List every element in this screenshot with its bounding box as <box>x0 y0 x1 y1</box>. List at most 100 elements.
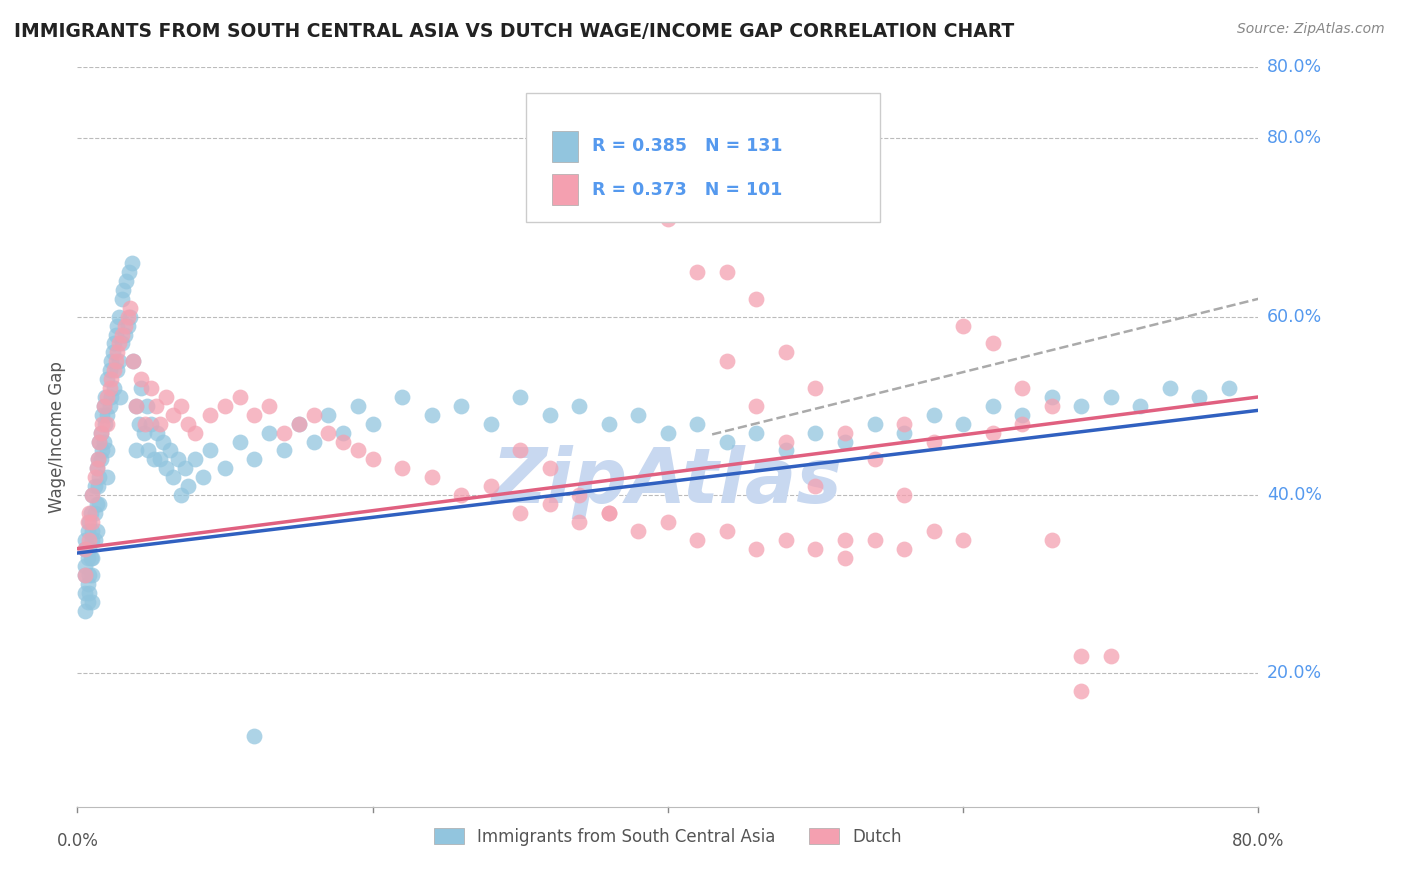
Point <box>96 443 118 458</box>
Point <box>273 425 295 440</box>
Point <box>259 399 281 413</box>
Point <box>162 470 184 484</box>
Point <box>716 265 738 279</box>
Point <box>120 301 142 315</box>
Point <box>981 425 1004 440</box>
Point <box>1011 381 1033 395</box>
Point <box>79 550 101 565</box>
Point <box>77 568 100 582</box>
Point <box>141 417 163 431</box>
Point <box>200 408 222 422</box>
Point <box>105 345 128 359</box>
Bar <box>553 130 578 161</box>
Bar <box>553 174 578 205</box>
Point <box>214 461 236 475</box>
Text: 80.0%: 80.0% <box>1267 58 1322 76</box>
Point <box>73 604 96 618</box>
Point <box>391 461 413 475</box>
Point <box>302 434 325 449</box>
Point <box>128 417 150 431</box>
Point <box>93 399 115 413</box>
Point <box>90 425 112 440</box>
Point <box>302 408 325 422</box>
Point <box>804 479 827 493</box>
Point <box>1011 408 1033 422</box>
Point <box>73 541 96 556</box>
Point <box>834 434 856 449</box>
Point <box>479 417 502 431</box>
Point <box>73 568 96 582</box>
Point <box>79 506 101 520</box>
Point <box>111 336 132 351</box>
Point <box>627 524 650 538</box>
Point <box>103 363 125 377</box>
Text: Source: ZipAtlas.com: Source: ZipAtlas.com <box>1237 22 1385 37</box>
Point <box>103 381 125 395</box>
Point <box>775 533 797 547</box>
Point <box>627 408 650 422</box>
Text: R = 0.373   N = 101: R = 0.373 N = 101 <box>592 181 783 199</box>
Point <box>100 390 122 404</box>
Point <box>745 425 768 440</box>
Point <box>117 318 139 333</box>
Point <box>863 452 886 467</box>
Point <box>981 336 1004 351</box>
Text: ZipAtlas: ZipAtlas <box>492 444 844 518</box>
Point <box>568 399 591 413</box>
Point <box>96 408 118 422</box>
Point <box>745 292 768 306</box>
Point <box>91 443 114 458</box>
Point <box>145 399 167 413</box>
Point <box>82 550 104 565</box>
Point <box>84 533 107 547</box>
Point <box>94 390 117 404</box>
Point <box>90 425 112 440</box>
Point <box>1099 390 1122 404</box>
Point <box>100 354 122 368</box>
Point <box>893 417 915 431</box>
Point <box>98 399 121 413</box>
Point <box>598 506 620 520</box>
Point <box>73 559 96 574</box>
Point <box>107 310 129 324</box>
Point <box>76 577 98 591</box>
Point <box>84 479 107 493</box>
Point <box>89 497 111 511</box>
Point <box>82 524 104 538</box>
Point <box>716 434 738 449</box>
Point <box>657 211 679 226</box>
Point <box>716 524 738 538</box>
Legend: Immigrants from South Central Asia, Dutch: Immigrants from South Central Asia, Dutc… <box>427 821 908 852</box>
Point <box>332 425 354 440</box>
Point <box>420 408 443 422</box>
Point <box>125 399 148 413</box>
Point <box>346 399 368 413</box>
Point <box>136 443 159 458</box>
Point <box>450 399 472 413</box>
Point <box>101 345 124 359</box>
Point <box>1040 533 1063 547</box>
Point <box>100 372 122 386</box>
Point <box>745 541 768 556</box>
Point <box>159 443 181 458</box>
Point <box>174 461 197 475</box>
Point <box>77 506 100 520</box>
Point <box>111 292 132 306</box>
Point <box>922 434 945 449</box>
Point <box>952 318 974 333</box>
Point <box>273 443 295 458</box>
Point <box>129 381 152 395</box>
Text: 60.0%: 60.0% <box>1267 308 1322 326</box>
Point <box>568 488 591 502</box>
Point <box>1159 381 1181 395</box>
Point <box>108 390 131 404</box>
Point <box>657 425 679 440</box>
Point <box>146 425 169 440</box>
Point <box>122 354 145 368</box>
Point <box>91 417 114 431</box>
Point <box>114 327 136 342</box>
Point <box>166 452 188 467</box>
Point <box>87 452 110 467</box>
Point <box>318 425 340 440</box>
Point <box>82 533 104 547</box>
